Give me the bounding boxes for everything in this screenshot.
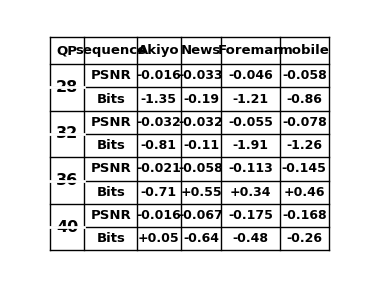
- Text: -0.81: -0.81: [141, 139, 177, 152]
- Text: -1.91: -1.91: [233, 139, 269, 152]
- Text: -0.113: -0.113: [228, 162, 273, 175]
- Text: -0.145: -0.145: [282, 162, 327, 175]
- Text: Bits: Bits: [96, 186, 125, 199]
- Text: -0.86: -0.86: [286, 93, 322, 105]
- Text: -0.11: -0.11: [183, 139, 219, 152]
- Text: -1.26: -1.26: [286, 139, 322, 152]
- Text: +0.34: +0.34: [230, 186, 272, 199]
- Text: -0.48: -0.48: [233, 232, 269, 245]
- Text: QP: QP: [56, 44, 77, 57]
- Text: -0.64: -0.64: [183, 232, 219, 245]
- Text: -0.058: -0.058: [282, 69, 327, 82]
- Text: Bits: Bits: [96, 232, 125, 245]
- Text: 32: 32: [56, 127, 78, 141]
- Text: News: News: [181, 44, 221, 57]
- Text: sequence: sequence: [75, 44, 146, 57]
- Text: Bits: Bits: [96, 139, 125, 152]
- Text: PSNR: PSNR: [90, 69, 131, 82]
- Text: PSNR: PSNR: [90, 116, 131, 129]
- Text: -0.067: -0.067: [179, 209, 224, 222]
- Text: -0.175: -0.175: [228, 209, 273, 222]
- Text: -0.078: -0.078: [282, 116, 327, 129]
- Text: -0.058: -0.058: [179, 162, 224, 175]
- Text: -0.016: -0.016: [137, 69, 181, 82]
- Text: -1.21: -1.21: [232, 93, 269, 105]
- Text: mobile: mobile: [279, 44, 330, 57]
- Text: +0.46: +0.46: [283, 186, 325, 199]
- Text: +0.55: +0.55: [180, 186, 222, 199]
- Text: -0.032: -0.032: [137, 116, 181, 129]
- Text: PSNR: PSNR: [90, 162, 131, 175]
- Text: -0.71: -0.71: [141, 186, 177, 199]
- Text: -0.26: -0.26: [286, 232, 322, 245]
- Text: -1.35: -1.35: [141, 93, 177, 105]
- Text: -0.19: -0.19: [183, 93, 219, 105]
- Text: -0.033: -0.033: [179, 69, 223, 82]
- Text: -0.016: -0.016: [137, 209, 181, 222]
- Text: -0.021: -0.021: [137, 162, 181, 175]
- Text: -0.055: -0.055: [228, 116, 273, 129]
- Text: 28: 28: [56, 80, 78, 95]
- Text: -0.046: -0.046: [228, 69, 273, 82]
- Text: Foreman: Foreman: [218, 44, 283, 57]
- Text: 36: 36: [56, 173, 78, 188]
- Text: Akiyo: Akiyo: [138, 44, 180, 57]
- Text: -0.168: -0.168: [282, 209, 327, 222]
- Text: PSNR: PSNR: [90, 209, 131, 222]
- Text: 40: 40: [56, 219, 78, 235]
- Text: Bits: Bits: [96, 93, 125, 105]
- Text: -0.032: -0.032: [179, 116, 224, 129]
- Text: +0.05: +0.05: [138, 232, 180, 245]
